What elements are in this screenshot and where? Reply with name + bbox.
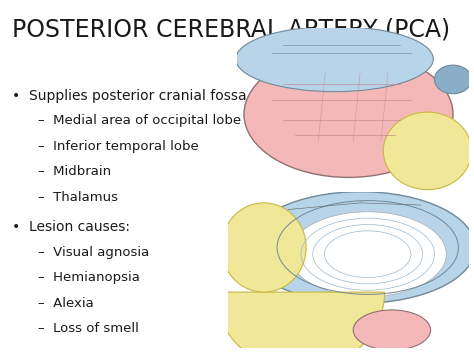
Ellipse shape	[383, 112, 472, 190]
Text: •  Lesion causes:: • Lesion causes:	[12, 220, 130, 234]
Wedge shape	[215, 292, 385, 355]
Text: –  Hemianopsia: – Hemianopsia	[38, 271, 140, 284]
Text: –  Medial area of occipital lobe: – Medial area of occipital lobe	[38, 114, 241, 127]
Text: –  Alexia: – Alexia	[38, 297, 94, 310]
Text: –  Visual agnosia: – Visual agnosia	[38, 246, 149, 259]
Text: –  Loss of smell: – Loss of smell	[38, 322, 139, 335]
Text: •  Supplies posterior cranial fossa structures:: • Supplies posterior cranial fossa struc…	[12, 89, 326, 103]
Ellipse shape	[221, 203, 306, 292]
Ellipse shape	[434, 65, 472, 94]
Ellipse shape	[236, 26, 433, 92]
Text: POSTERIOR CEREBRAL ARTERY (PCA): POSTERIOR CEREBRAL ARTERY (PCA)	[12, 18, 450, 42]
Ellipse shape	[289, 212, 447, 296]
Ellipse shape	[246, 192, 474, 303]
Text: –  Midbrain: – Midbrain	[38, 165, 111, 179]
Ellipse shape	[353, 310, 430, 350]
Text: –  Inferior temporal lobe: – Inferior temporal lobe	[38, 140, 199, 153]
Ellipse shape	[244, 51, 453, 178]
Text: –  Thalamus: – Thalamus	[38, 191, 118, 204]
